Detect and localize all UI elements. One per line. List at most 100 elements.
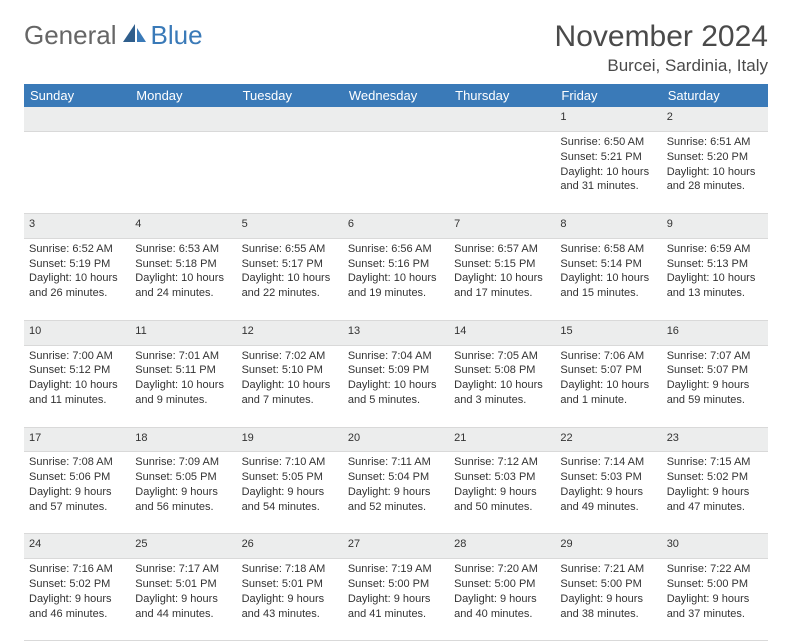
sunrise-text: Sunrise: 6:52 AM	[29, 242, 125, 257]
daylight-text-2: and 37 minutes.	[667, 607, 763, 622]
daylight-text-1: Daylight: 9 hours	[29, 592, 125, 607]
sunrise-text: Sunrise: 7:10 AM	[242, 455, 338, 470]
daylight-text-1: Daylight: 9 hours	[667, 378, 763, 393]
daylight-text-1: Daylight: 10 hours	[454, 271, 550, 286]
sunset-text: Sunset: 5:00 PM	[667, 577, 763, 592]
daylight-text-1: Daylight: 9 hours	[348, 485, 444, 500]
day-number-cell: 8	[555, 213, 661, 238]
day-cell: Sunrise: 6:53 AMSunset: 5:18 PMDaylight:…	[130, 238, 236, 320]
sunset-text: Sunset: 5:01 PM	[135, 577, 231, 592]
day-number-cell: 13	[343, 320, 449, 345]
daylight-text-2: and 11 minutes.	[29, 393, 125, 408]
day-number-cell: 14	[449, 320, 555, 345]
sunrise-text: Sunrise: 7:15 AM	[667, 455, 763, 470]
daylight-text-2: and 57 minutes.	[29, 500, 125, 515]
day-number-cell: 30	[662, 534, 768, 559]
day-cell: Sunrise: 7:11 AMSunset: 5:04 PMDaylight:…	[343, 452, 449, 534]
day-cell: Sunrise: 7:01 AMSunset: 5:11 PMDaylight:…	[130, 345, 236, 427]
day-number-cell: 7	[449, 213, 555, 238]
daylight-text-1: Daylight: 9 hours	[560, 485, 656, 500]
day-number-cell: 16	[662, 320, 768, 345]
week-row: Sunrise: 7:16 AMSunset: 5:02 PMDaylight:…	[24, 559, 768, 641]
daylight-text-1: Daylight: 9 hours	[135, 485, 231, 500]
day-cell: Sunrise: 7:04 AMSunset: 5:09 PMDaylight:…	[343, 345, 449, 427]
day-cell: Sunrise: 7:06 AMSunset: 5:07 PMDaylight:…	[555, 345, 661, 427]
sunset-text: Sunset: 5:05 PM	[135, 470, 231, 485]
day-number-cell: 6	[343, 213, 449, 238]
sunset-text: Sunset: 5:16 PM	[348, 257, 444, 272]
day-number-cell: 28	[449, 534, 555, 559]
sunrise-text: Sunrise: 6:59 AM	[667, 242, 763, 257]
daylight-text-2: and 22 minutes.	[242, 286, 338, 301]
daylight-text-2: and 3 minutes.	[454, 393, 550, 408]
sunrise-text: Sunrise: 7:16 AM	[29, 562, 125, 577]
day-number-row: 12	[24, 107, 768, 131]
day-number-cell: 24	[24, 534, 130, 559]
logo: General Blue	[24, 20, 203, 51]
daylight-text-2: and 41 minutes.	[348, 607, 444, 622]
sunset-text: Sunset: 5:17 PM	[242, 257, 338, 272]
sunset-text: Sunset: 5:03 PM	[560, 470, 656, 485]
daylight-text-2: and 5 minutes.	[348, 393, 444, 408]
day-number-cell: 3	[24, 213, 130, 238]
sunset-text: Sunset: 5:21 PM	[560, 150, 656, 165]
day-cell: Sunrise: 6:51 AMSunset: 5:20 PMDaylight:…	[662, 131, 768, 213]
day-cell: Sunrise: 6:52 AMSunset: 5:19 PMDaylight:…	[24, 238, 130, 320]
day-cell: Sunrise: 7:02 AMSunset: 5:10 PMDaylight:…	[237, 345, 343, 427]
sunrise-text: Sunrise: 7:20 AM	[454, 562, 550, 577]
day-cell: Sunrise: 7:19 AMSunset: 5:00 PMDaylight:…	[343, 559, 449, 641]
daylight-text-1: Daylight: 10 hours	[454, 378, 550, 393]
sunset-text: Sunset: 5:18 PM	[135, 257, 231, 272]
sunrise-text: Sunrise: 7:09 AM	[135, 455, 231, 470]
day-cell	[237, 131, 343, 213]
day-number-cell	[449, 107, 555, 131]
day-cell: Sunrise: 7:18 AMSunset: 5:01 PMDaylight:…	[237, 559, 343, 641]
daylight-text-2: and 13 minutes.	[667, 286, 763, 301]
sunset-text: Sunset: 5:07 PM	[560, 363, 656, 378]
daylight-text-2: and 26 minutes.	[29, 286, 125, 301]
sunset-text: Sunset: 5:04 PM	[348, 470, 444, 485]
daylight-text-2: and 49 minutes.	[560, 500, 656, 515]
daylight-text-1: Daylight: 10 hours	[560, 271, 656, 286]
sunset-text: Sunset: 5:03 PM	[454, 470, 550, 485]
sunrise-text: Sunrise: 7:12 AM	[454, 455, 550, 470]
daylight-text-1: Daylight: 9 hours	[135, 592, 231, 607]
daylight-text-2: and 50 minutes.	[454, 500, 550, 515]
day-cell: Sunrise: 7:20 AMSunset: 5:00 PMDaylight:…	[449, 559, 555, 641]
day-cell: Sunrise: 7:05 AMSunset: 5:08 PMDaylight:…	[449, 345, 555, 427]
day-cell: Sunrise: 7:08 AMSunset: 5:06 PMDaylight:…	[24, 452, 130, 534]
day-number-row: 17181920212223	[24, 427, 768, 452]
day-number-cell: 4	[130, 213, 236, 238]
sunset-text: Sunset: 5:06 PM	[29, 470, 125, 485]
day-number-cell: 9	[662, 213, 768, 238]
daylight-text-2: and 47 minutes.	[667, 500, 763, 515]
sunset-text: Sunset: 5:20 PM	[667, 150, 763, 165]
sunset-text: Sunset: 5:12 PM	[29, 363, 125, 378]
day-cell: Sunrise: 6:55 AMSunset: 5:17 PMDaylight:…	[237, 238, 343, 320]
sunset-text: Sunset: 5:02 PM	[29, 577, 125, 592]
calendar-body: 12Sunrise: 6:50 AMSunset: 5:21 PMDayligh…	[24, 107, 768, 641]
day-number-cell: 10	[24, 320, 130, 345]
day-number-cell: 22	[555, 427, 661, 452]
day-cell: Sunrise: 7:07 AMSunset: 5:07 PMDaylight:…	[662, 345, 768, 427]
daylight-text-1: Daylight: 10 hours	[348, 271, 444, 286]
location-text: Burcei, Sardinia, Italy	[555, 56, 768, 76]
sunset-text: Sunset: 5:09 PM	[348, 363, 444, 378]
daylight-text-1: Daylight: 9 hours	[454, 592, 550, 607]
logo-text-general: General	[24, 20, 117, 51]
daylight-text-2: and 38 minutes.	[560, 607, 656, 622]
day-number-cell: 12	[237, 320, 343, 345]
week-row: Sunrise: 6:50 AMSunset: 5:21 PMDaylight:…	[24, 131, 768, 213]
sunset-text: Sunset: 5:00 PM	[454, 577, 550, 592]
daylight-text-1: Daylight: 10 hours	[29, 271, 125, 286]
sunset-text: Sunset: 5:07 PM	[667, 363, 763, 378]
sunrise-text: Sunrise: 7:21 AM	[560, 562, 656, 577]
day-number-cell: 11	[130, 320, 236, 345]
sunset-text: Sunset: 5:02 PM	[667, 470, 763, 485]
daylight-text-2: and 56 minutes.	[135, 500, 231, 515]
sunrise-text: Sunrise: 6:51 AM	[667, 135, 763, 150]
day-number-cell: 27	[343, 534, 449, 559]
sunrise-text: Sunrise: 7:08 AM	[29, 455, 125, 470]
sunset-text: Sunset: 5:05 PM	[242, 470, 338, 485]
day-number-cell: 23	[662, 427, 768, 452]
